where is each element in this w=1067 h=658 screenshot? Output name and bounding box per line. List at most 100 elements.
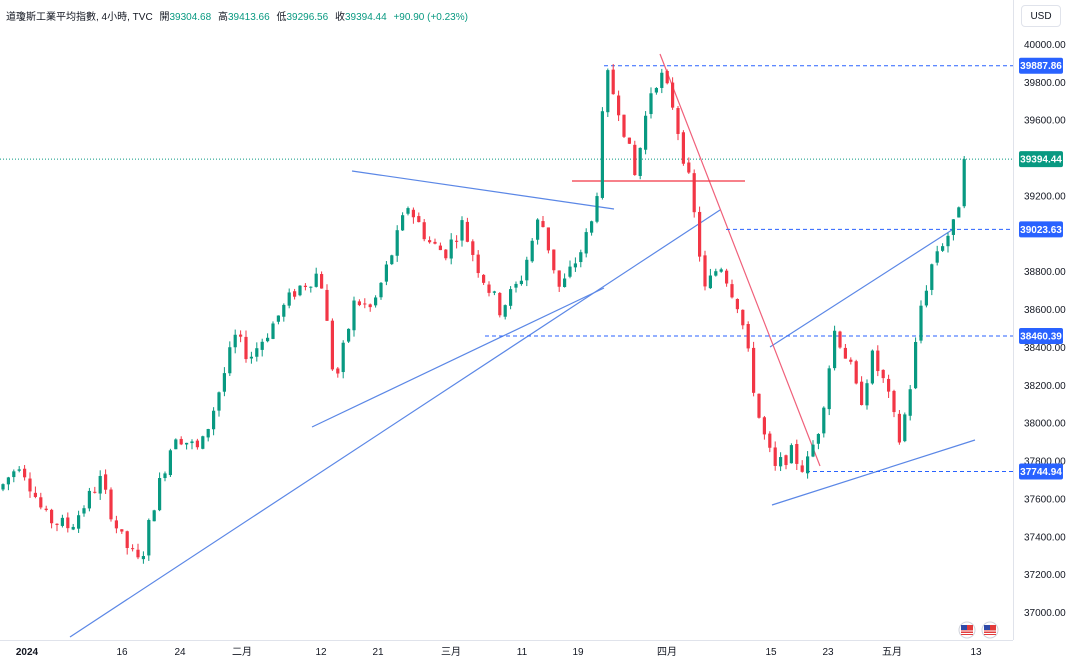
candle-body xyxy=(514,283,518,288)
price-tag-bg xyxy=(1019,327,1063,344)
price-tag-label: 39394.44 xyxy=(1020,155,1062,166)
price-tick-label: 37200.00 xyxy=(1024,570,1066,581)
candle-body xyxy=(892,390,896,413)
candle-body xyxy=(665,70,669,84)
candle-body xyxy=(557,270,561,287)
candle-body xyxy=(395,230,399,256)
candle-body xyxy=(654,87,658,93)
candle-body xyxy=(239,334,243,337)
candle-body xyxy=(228,347,232,374)
candle-body xyxy=(590,221,594,233)
candle-body xyxy=(17,469,21,471)
candle-body xyxy=(833,330,837,369)
time-tick-label: 19 xyxy=(572,647,584,658)
candle-body xyxy=(735,298,739,310)
candle-body xyxy=(595,196,599,222)
candle-body xyxy=(33,492,37,497)
candle-body xyxy=(379,282,383,298)
candle-body xyxy=(525,259,529,281)
candle-body xyxy=(546,227,550,251)
price-tag-label: 39023.63 xyxy=(1020,225,1062,236)
candle-body xyxy=(714,271,718,276)
trendline xyxy=(769,227,956,348)
candle-body xyxy=(152,510,156,522)
candle-body xyxy=(50,509,54,524)
candle-body xyxy=(725,270,729,284)
candle-body xyxy=(935,251,939,263)
trendline xyxy=(69,209,721,638)
price-tag-bg xyxy=(1019,57,1063,74)
candle-body xyxy=(671,82,675,108)
candle-body xyxy=(293,291,297,297)
candle-body xyxy=(941,246,945,251)
candle-body xyxy=(854,361,858,384)
trendline xyxy=(311,287,605,428)
candle-body xyxy=(347,328,351,342)
candle-body xyxy=(266,337,270,342)
candle-body xyxy=(82,508,86,514)
candle-body xyxy=(822,407,826,434)
candle-body xyxy=(114,520,118,529)
price-tag-label: 37744.94 xyxy=(1020,467,1062,478)
candle-body xyxy=(800,465,804,472)
candle-body xyxy=(568,266,572,277)
flag-canton xyxy=(961,625,967,630)
candle-body xyxy=(579,252,583,263)
candle-body xyxy=(930,264,934,290)
candle-body xyxy=(746,324,750,349)
candle-body xyxy=(838,331,842,348)
candle-body xyxy=(282,304,286,317)
candle-body xyxy=(676,108,680,134)
candle-body xyxy=(120,529,124,532)
candle-body xyxy=(606,70,610,113)
candle-body xyxy=(843,347,847,359)
price-tick-label: 39200.00 xyxy=(1024,191,1066,202)
candle-body xyxy=(552,249,556,271)
candle-body xyxy=(190,441,194,444)
candle-body xyxy=(757,393,761,418)
candle-body xyxy=(374,297,378,306)
candle-body xyxy=(498,292,502,316)
candle-body xyxy=(320,274,324,289)
candle-body xyxy=(789,445,793,464)
candle-body xyxy=(390,255,394,265)
candle-body xyxy=(6,477,10,485)
candle-body xyxy=(773,447,777,466)
candle-body xyxy=(482,274,486,283)
downtrend-line xyxy=(659,53,821,467)
candle-body xyxy=(611,69,615,95)
candle-body xyxy=(28,478,32,492)
candle-body xyxy=(201,436,205,449)
us-flag-icon xyxy=(981,621,999,639)
close-label: 收 xyxy=(334,12,345,23)
candle-body xyxy=(330,320,334,370)
candle-body xyxy=(168,450,172,476)
candle-body xyxy=(195,440,199,448)
time-tick-label: 16 xyxy=(116,647,128,658)
low-label: 低 xyxy=(276,12,287,23)
currency-button[interactable]: USD xyxy=(1021,5,1061,27)
candle-body xyxy=(687,162,691,173)
flags-layer xyxy=(958,621,999,639)
candle-body xyxy=(185,442,189,445)
candle-body xyxy=(487,284,491,293)
candle-body xyxy=(465,221,469,242)
price-tag-label: 38460.39 xyxy=(1020,331,1062,342)
candle-body xyxy=(217,392,221,411)
price-tick-label: 38600.00 xyxy=(1024,305,1066,316)
candle-body xyxy=(816,434,820,444)
candle-body xyxy=(179,438,183,445)
candle-body xyxy=(946,235,950,247)
candle-body xyxy=(368,304,372,308)
candle-body xyxy=(244,336,248,360)
price-tick-label: 38200.00 xyxy=(1024,381,1066,392)
price-tick-label: 38800.00 xyxy=(1024,267,1066,278)
candle-body xyxy=(341,342,345,373)
candle-body xyxy=(93,491,97,493)
candle-body xyxy=(903,414,907,442)
candle-body xyxy=(363,303,367,305)
candle-body xyxy=(55,523,59,525)
candle-body xyxy=(530,240,534,262)
candle-body xyxy=(98,475,102,494)
